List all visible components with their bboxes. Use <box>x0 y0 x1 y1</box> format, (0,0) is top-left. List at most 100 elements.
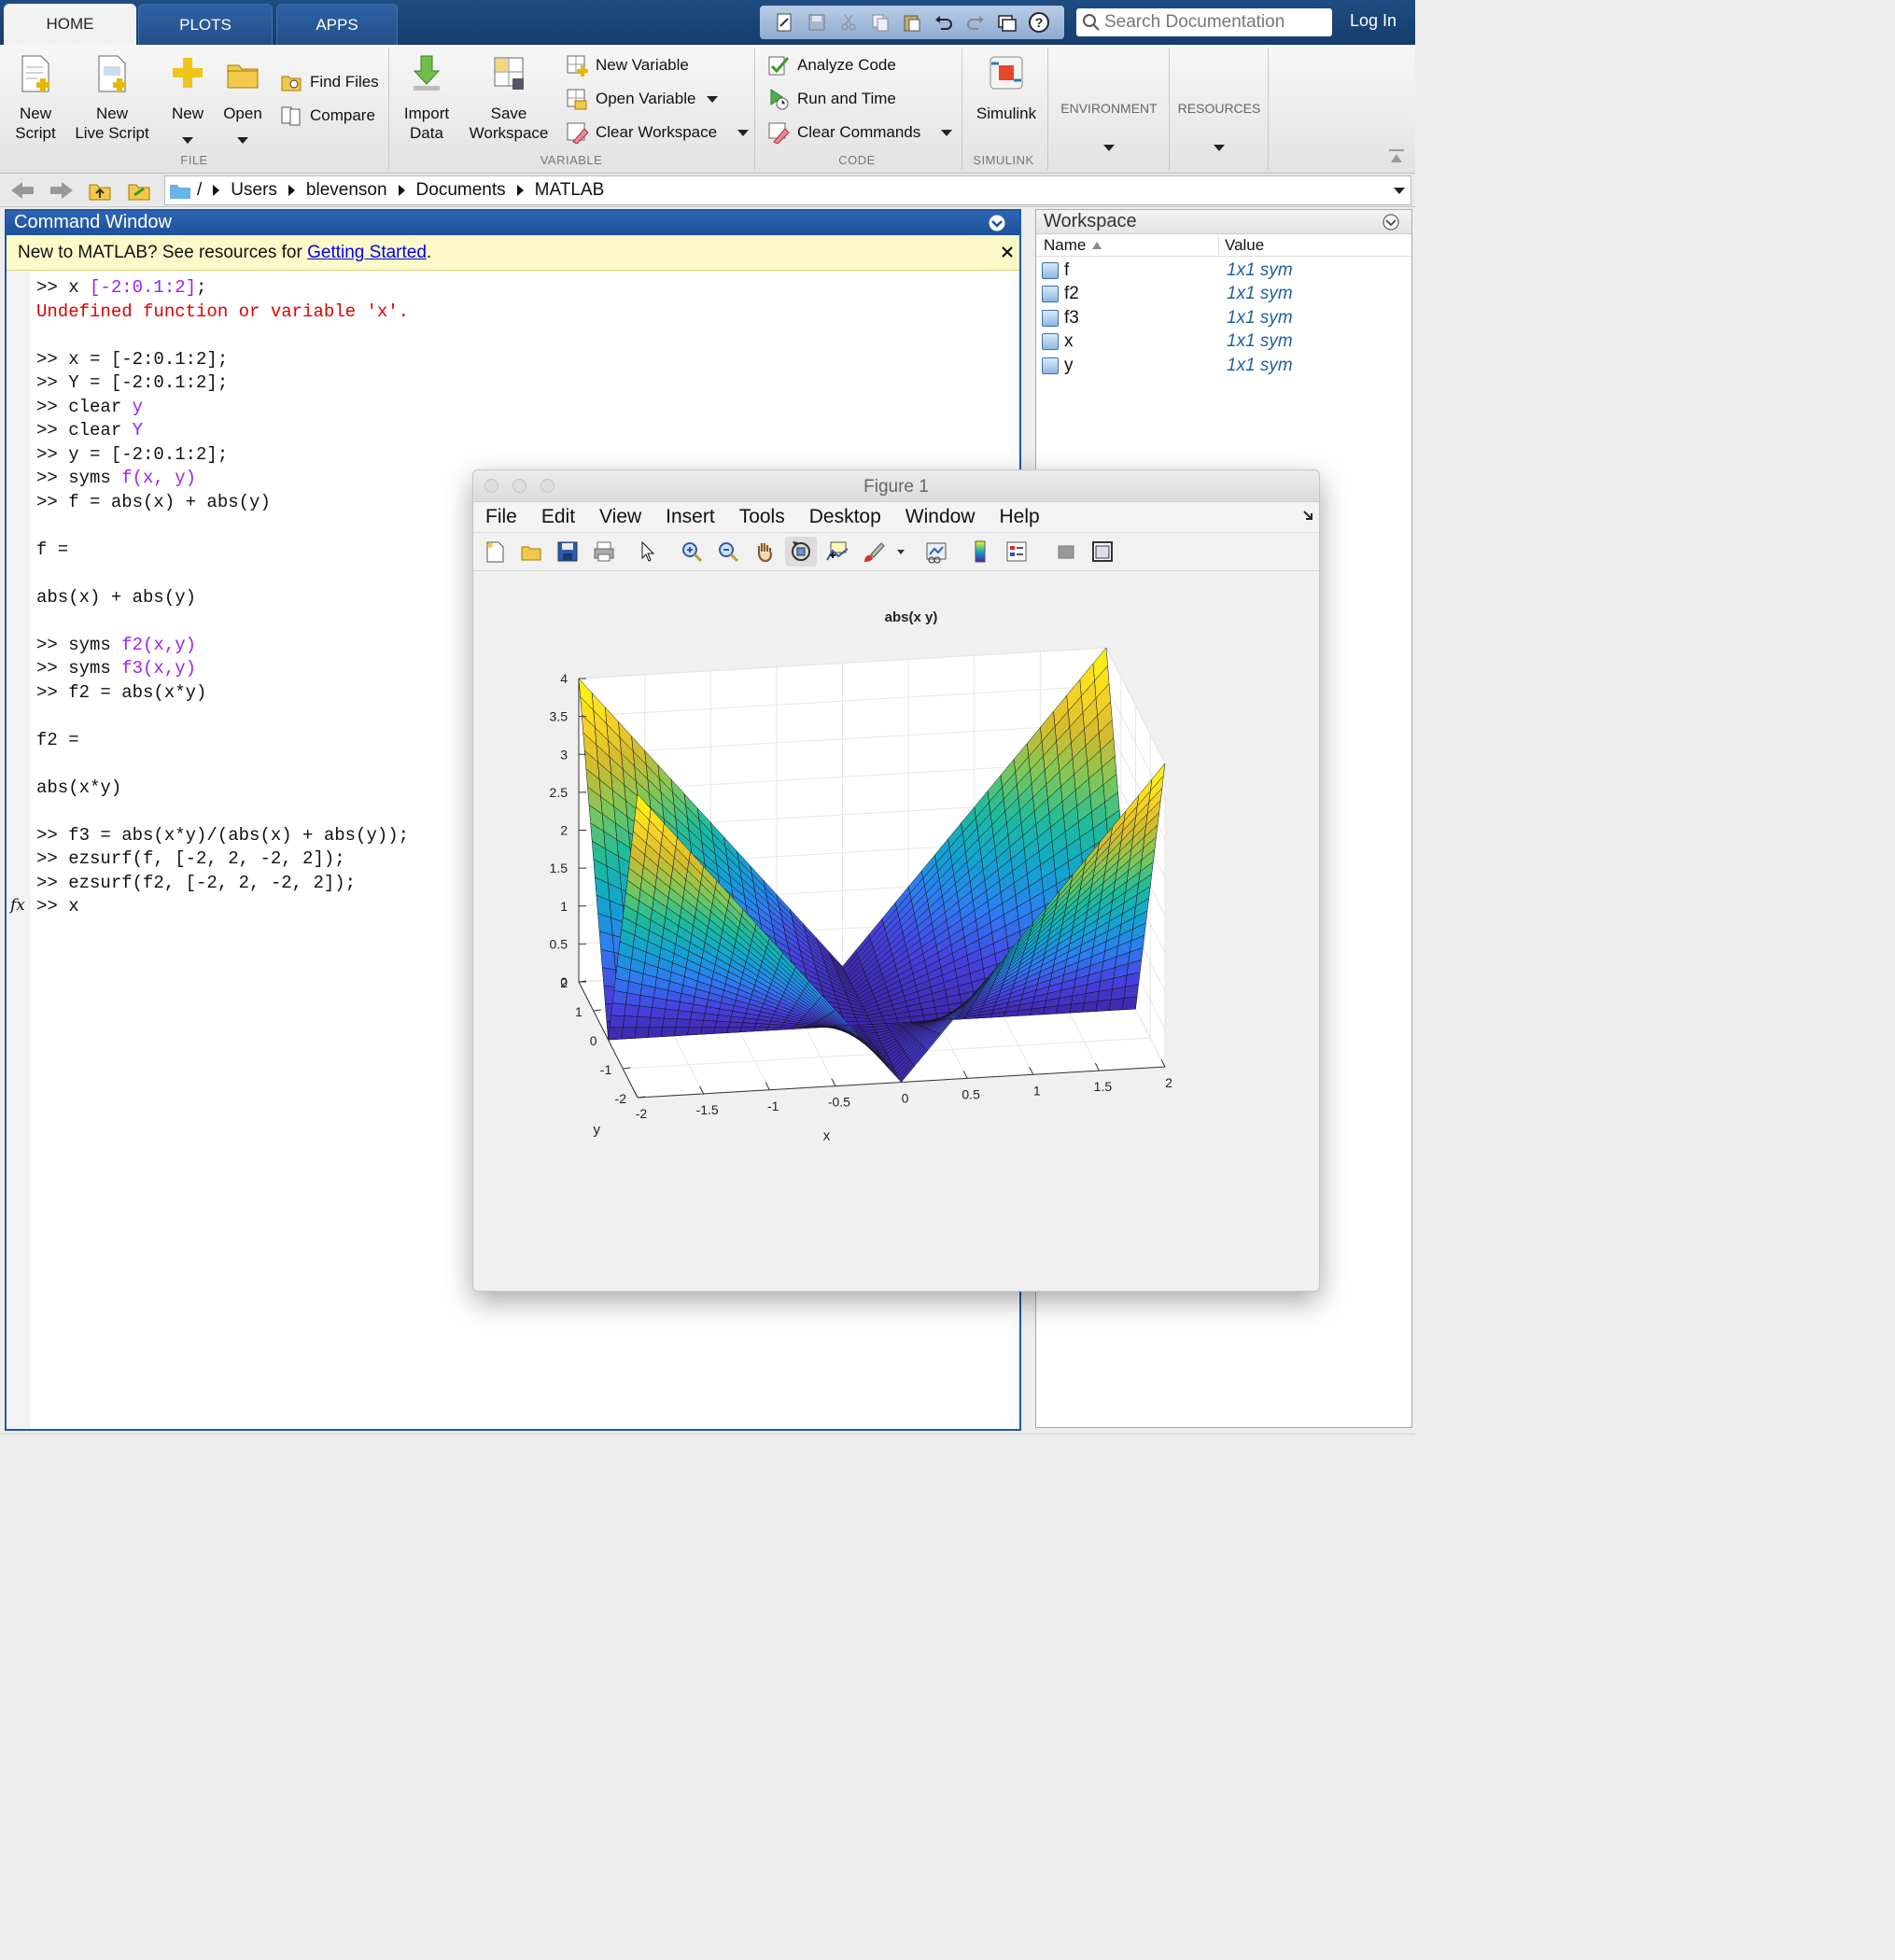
open-button[interactable]: Open <box>218 54 267 148</box>
data-cursor-icon[interactable] <box>821 537 853 567</box>
search-input[interactable] <box>1104 12 1328 33</box>
paste-icon[interactable] <box>898 9 926 35</box>
cut-icon[interactable] <box>835 9 863 35</box>
menu-insert[interactable]: Insert <box>666 506 715 527</box>
help-icon[interactable]: ? <box>1025 9 1053 35</box>
new-live-script-button[interactable]: New Live Script <box>71 54 153 143</box>
forward-arrow-icon[interactable] <box>49 180 75 201</box>
z-tick-label: 0 <box>560 974 568 989</box>
clear-commands-dropdown-icon[interactable] <box>941 129 953 136</box>
zoom-window-button[interactable] <box>540 479 554 493</box>
menu-window[interactable]: Window <box>905 506 976 527</box>
close-icon[interactable] <box>1001 245 1014 259</box>
current-folder-path[interactable]: / Users blevenson Documents MATLAB <box>164 175 1411 205</box>
tab-apps[interactable]: APPS <box>276 4 398 45</box>
breadcrumb-users[interactable]: Users <box>231 180 277 200</box>
tab-plots[interactable]: PLOTS <box>138 4 273 45</box>
close-window-button[interactable] <box>484 479 498 493</box>
find-files-button[interactable]: Find Files <box>280 71 379 93</box>
new-variable-button[interactable]: New Variable <box>566 54 689 77</box>
hide-plot-tools-icon[interactable] <box>1050 537 1082 567</box>
figure-window[interactable]: Figure 1 File Edit View Insert Tools Des… <box>472 469 1320 1292</box>
minimize-window-button[interactable] <box>512 479 526 493</box>
pan-icon[interactable] <box>749 537 780 567</box>
import-data-button[interactable]: Import Data <box>396 54 457 143</box>
workspace-row[interactable]: y 1x1 sym <box>1036 354 1411 378</box>
panel-actions-icon[interactable] <box>988 214 1006 232</box>
save-icon[interactable] <box>552 537 583 567</box>
breadcrumb-blevenson[interactable]: blevenson <box>305 180 387 200</box>
figure-title: Figure 1 <box>863 477 929 497</box>
new-button[interactable]: New <box>164 54 211 148</box>
run-and-time-button[interactable]: Run and Time <box>767 88 896 110</box>
show-plot-tools-icon[interactable] <box>1087 537 1118 567</box>
browse-folder-icon[interactable] <box>127 179 151 202</box>
log-in-link[interactable]: Log In <box>1350 11 1397 30</box>
clear-workspace-button[interactable]: Clear Workspace <box>566 121 750 144</box>
breadcrumb-separator-icon[interactable] <box>213 185 220 196</box>
breadcrumb-root[interactable]: / <box>197 180 203 200</box>
workspace-row[interactable]: f3 1x1 sym <box>1036 306 1411 330</box>
breadcrumb-matlab[interactable]: MATLAB <box>534 180 605 200</box>
path-history-dropdown-icon[interactable] <box>1394 188 1405 194</box>
zoom-out-icon[interactable] <box>712 537 744 567</box>
menu-edit[interactable]: Edit <box>540 506 576 527</box>
colorbar-icon[interactable] <box>964 537 996 567</box>
clear-commands-button[interactable]: Clear Commands <box>767 121 953 144</box>
rotate-3d-icon[interactable] <box>785 537 817 567</box>
menu-help[interactable]: Help <box>999 506 1040 527</box>
workspace-row[interactable]: x 1x1 sym <box>1036 330 1411 355</box>
collapse-toolstrip-icon[interactable] <box>1387 147 1406 164</box>
value-column-header[interactable]: Value <box>1219 236 1264 255</box>
breadcrumb-separator-icon[interactable] <box>516 185 524 196</box>
breadcrumb-separator-icon[interactable] <box>288 185 295 196</box>
function-browser-icon[interactable]: fx <box>10 896 25 915</box>
workspace-row[interactable]: f 1x1 sym <box>1036 259 1411 283</box>
brush-icon[interactable] <box>858 537 890 567</box>
getting-started-link[interactable]: Getting Started <box>307 243 427 262</box>
pointer-icon[interactable] <box>632 537 664 567</box>
workspace-row[interactable]: f2 1x1 sym <box>1036 283 1411 307</box>
menu-tools[interactable]: Tools <box>738 506 785 527</box>
link-plot-icon[interactable] <box>920 537 952 567</box>
environment-menu[interactable]: ENVIRONMENT <box>1053 99 1165 157</box>
tab-home[interactable]: HOME <box>4 4 136 45</box>
copy-icon[interactable] <box>866 9 894 35</box>
new-live-script-icon[interactable] <box>771 9 799 35</box>
back-arrow-icon[interactable] <box>9 180 35 201</box>
up-folder-icon[interactable] <box>88 179 112 202</box>
open-file-icon[interactable] <box>515 537 547 567</box>
print-icon[interactable] <box>588 537 620 567</box>
breadcrumb-documents[interactable]: Documents <box>415 180 506 200</box>
name-column-header[interactable]: Name <box>1036 235 1219 255</box>
switch-windows-icon[interactable] <box>993 9 1021 35</box>
resources-menu[interactable]: RESOURCES <box>1172 99 1266 157</box>
search-documentation[interactable] <box>1076 8 1332 36</box>
dock-figure-icon[interactable] <box>1302 510 1313 521</box>
open-variable-dropdown-icon[interactable] <box>707 95 719 103</box>
toolstrip-tabbar: HOME PLOTS APPS ? Log In <box>0 0 1415 45</box>
panel-actions-icon[interactable] <box>1382 213 1400 231</box>
breadcrumb-separator-icon[interactable] <box>398 185 405 196</box>
clear-workspace-dropdown-icon[interactable] <box>737 129 750 136</box>
redo-icon[interactable] <box>962 9 990 35</box>
save-icon[interactable] <box>803 9 831 35</box>
menu-view[interactable]: View <box>599 506 642 527</box>
undo-icon[interactable] <box>930 9 958 35</box>
menu-file[interactable]: File <box>485 506 517 527</box>
simulink-button[interactable]: Simulink <box>969 54 1044 123</box>
menu-desktop[interactable]: Desktop <box>808 506 881 527</box>
legend-icon[interactable] <box>1001 537 1032 567</box>
analyze-code-button[interactable]: Analyze Code <box>767 54 896 77</box>
new-figure-icon[interactable] <box>479 537 511 567</box>
command-output[interactable]: >> x [-2:0.1:2]; Undefined function or va… <box>36 276 409 919</box>
open-variable-button[interactable]: Open Variable <box>566 88 719 110</box>
compare-button[interactable]: Compare <box>280 105 375 127</box>
surface-plot[interactable]: -2 -1.5 -1 -0.5 0 0.5 1 1.5 2-2-101200.511.522.5… <box>473 571 1319 1292</box>
brush-dropdown-icon[interactable] <box>894 549 907 554</box>
new-script-button[interactable]: New Script <box>7 54 63 143</box>
save-workspace-button[interactable]: Save Workspace <box>465 54 553 143</box>
zoom-in-icon[interactable] <box>676 537 708 567</box>
open-dropdown-icon[interactable] <box>237 137 248 144</box>
new-dropdown-icon[interactable] <box>182 137 193 144</box>
